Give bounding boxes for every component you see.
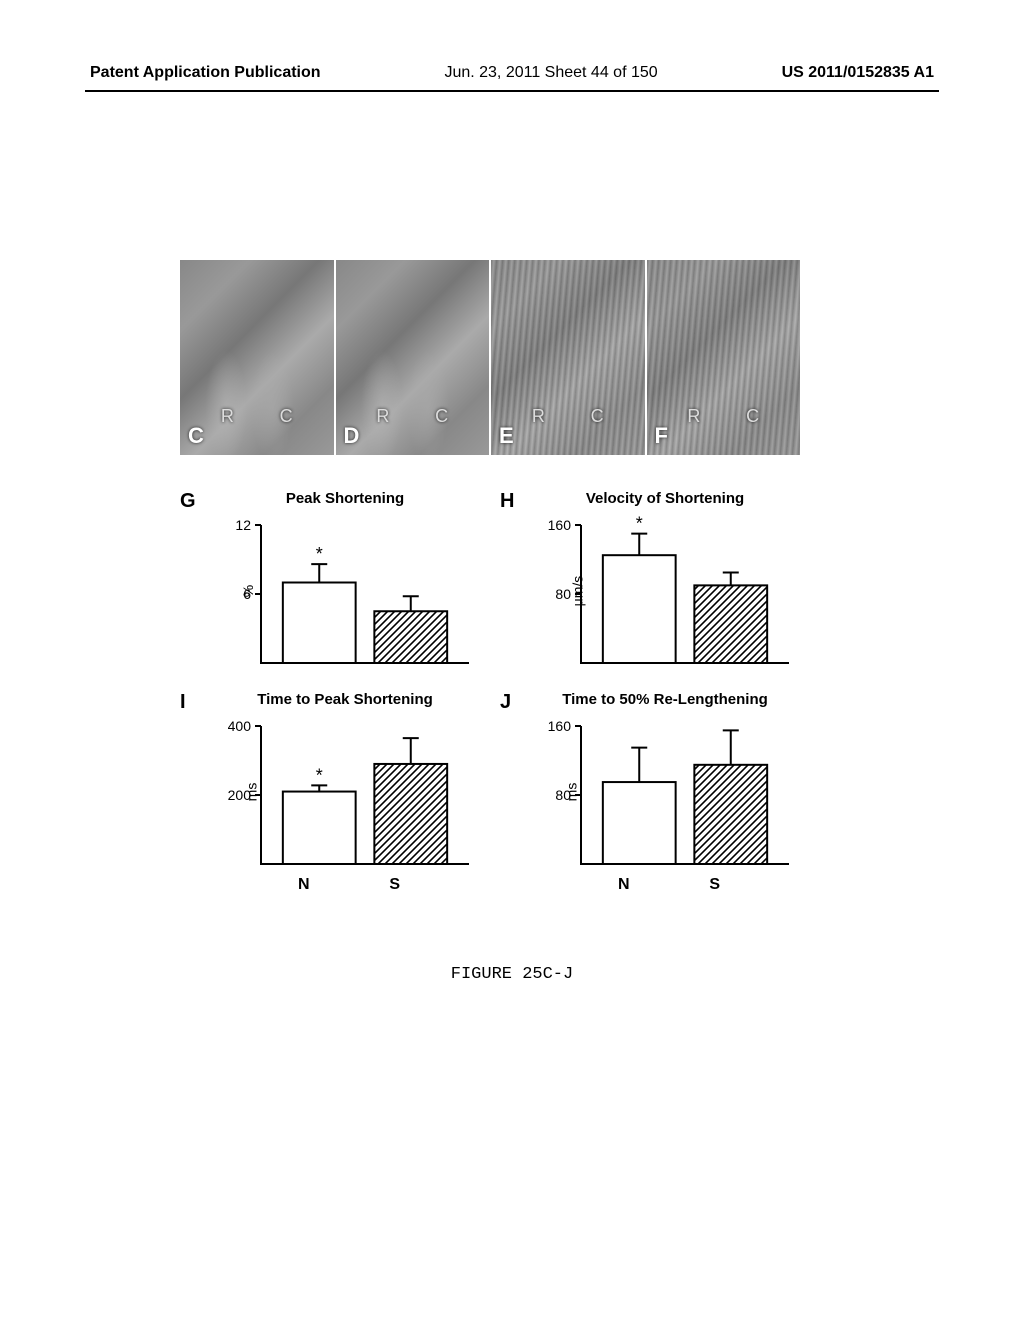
chart-plot: ms400200*	[228, 712, 470, 872]
chart-xlabel: S	[389, 876, 400, 894]
panel-letter: C	[188, 423, 204, 449]
chart-plot: %126*	[228, 511, 470, 671]
chart-bar	[603, 782, 676, 864]
micrograph-sublabel: R	[376, 406, 389, 427]
header-right: US 2011/0152835 A1	[782, 64, 934, 82]
micrograph-sublabel: C	[591, 406, 604, 427]
chart-g: GPeak Shortening%126*	[180, 490, 480, 671]
chart-bar	[603, 555, 676, 663]
chart-ylabel: ms	[243, 783, 259, 802]
chart-plot: μm/s16080*	[548, 511, 790, 671]
micrograph-d: RCD	[336, 260, 490, 455]
header-left: Patent Application Publication	[90, 64, 321, 82]
chart-bar	[283, 792, 356, 864]
chart-xlabels: NS	[548, 872, 790, 894]
figure-content: RCCRCDRCERCF GPeak Shortening%126*HVeloc…	[180, 260, 800, 894]
chart-letter: G	[180, 490, 196, 513]
chart-xlabels: NS	[228, 872, 470, 894]
svg-text:400: 400	[228, 718, 251, 734]
chart-i: ITime to Peak Shorteningms400200*NS	[180, 691, 480, 894]
svg-text:12: 12	[235, 517, 251, 533]
micrograph-c: RCC	[180, 260, 334, 455]
chart-bar	[694, 765, 767, 864]
chart-letter: J	[500, 691, 511, 714]
chart-bar	[694, 585, 767, 663]
svg-text:*: *	[316, 765, 323, 785]
chart-xlabel: N	[618, 876, 630, 894]
chart-title: Time to 50% Re-Lengthening	[530, 691, 800, 708]
micrograph-sublabel: C	[435, 406, 448, 427]
svg-text:160: 160	[548, 718, 571, 734]
chart-bar	[374, 764, 447, 864]
chart-ylabel: ms	[563, 783, 579, 802]
chart-letter: H	[500, 490, 514, 513]
panel-letter: D	[344, 423, 360, 449]
svg-text:*: *	[316, 544, 323, 564]
micrograph-panel: RCCRCDRCERCF	[180, 260, 800, 455]
micrograph-rc-labels: RC	[647, 406, 801, 427]
chart-bar	[374, 611, 447, 663]
micrograph-sublabel: R	[221, 406, 234, 427]
chart-svg: 400200*	[228, 712, 470, 872]
micrograph-rc-labels: RC	[491, 406, 645, 427]
svg-text:*: *	[636, 514, 643, 534]
chart-xlabel: N	[298, 876, 310, 894]
micrograph-sublabel: R	[532, 406, 545, 427]
chart-title: Time to Peak Shortening	[210, 691, 480, 708]
chart-j: JTime to 50% Re-Lengtheningms16080NS	[500, 691, 800, 894]
header-divider	[85, 90, 939, 92]
micrograph-f: RCF	[647, 260, 801, 455]
micrograph-e: RCE	[491, 260, 645, 455]
chart-plot: ms16080	[548, 712, 790, 872]
chart-ylabel: %	[240, 585, 256, 597]
chart-xlabel: S	[709, 876, 720, 894]
micrograph-sublabel: R	[687, 406, 700, 427]
figure-caption: FIGURE 25C-J	[0, 965, 1024, 984]
micrograph-sublabel: C	[280, 406, 293, 427]
panel-letter: E	[499, 423, 514, 449]
chart-title: Velocity of Shortening	[530, 490, 800, 507]
header-center: Jun. 23, 2011 Sheet 44 of 150	[444, 64, 657, 82]
svg-text:160: 160	[548, 517, 571, 533]
chart-svg: 126*	[228, 511, 470, 671]
chart-title: Peak Shortening	[210, 490, 480, 507]
chart-ylabel: μm/s	[569, 576, 585, 607]
chart-h: HVelocity of Shorteningμm/s16080*	[500, 490, 800, 671]
micrograph-sublabel: C	[746, 406, 759, 427]
panel-letter: F	[655, 423, 668, 449]
charts-grid: GPeak Shortening%126*HVelocity of Shorte…	[180, 490, 800, 894]
page-header: Patent Application Publication Jun. 23, …	[0, 64, 1024, 82]
chart-bar	[283, 583, 356, 664]
chart-letter: I	[180, 691, 186, 714]
chart-svg: 16080	[548, 712, 790, 872]
